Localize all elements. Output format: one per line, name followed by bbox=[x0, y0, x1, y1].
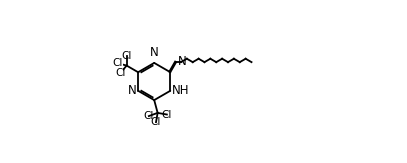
Text: N: N bbox=[178, 55, 186, 68]
Text: Cl: Cl bbox=[112, 58, 123, 68]
Text: NH: NH bbox=[172, 84, 190, 97]
Text: Cl: Cl bbox=[162, 110, 172, 119]
Text: Cl: Cl bbox=[121, 51, 132, 61]
Text: N: N bbox=[127, 84, 136, 97]
Text: Cl: Cl bbox=[144, 111, 154, 121]
Text: Cl: Cl bbox=[116, 68, 126, 78]
Text: Cl: Cl bbox=[151, 117, 161, 127]
Text: N: N bbox=[150, 46, 159, 59]
